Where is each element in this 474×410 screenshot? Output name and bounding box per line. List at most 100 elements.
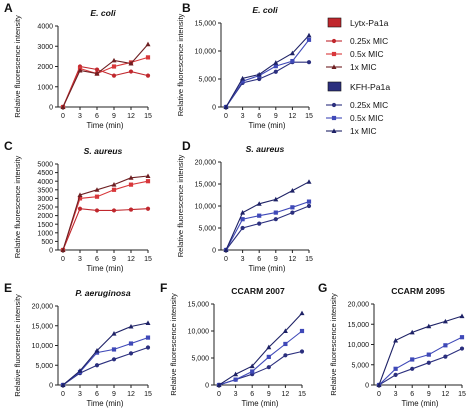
- legend-title: KFH-Pa1a: [350, 82, 390, 92]
- data-point: [290, 58, 295, 64]
- axis-lines: [213, 304, 302, 386]
- series-line: [62, 175, 149, 251]
- data-point: [256, 71, 262, 77]
- y-axis-label: Relative fluorescence intensity: [176, 14, 185, 117]
- series-3: [60, 320, 151, 387]
- data-point: [273, 69, 278, 74]
- y-tick-label: 15,000: [348, 322, 370, 329]
- x-tick-label: 6: [257, 113, 261, 120]
- x-tick-label: 12: [442, 391, 450, 398]
- y-tick-label: 2000: [37, 64, 53, 71]
- data-point: [299, 328, 305, 334]
- series-line: [218, 330, 303, 386]
- y-tick-label: 0: [49, 383, 53, 390]
- x-tick-label: 15: [144, 256, 152, 263]
- y-tick-label: 15,000: [195, 182, 217, 189]
- x-tick-label: 3: [394, 391, 398, 398]
- x-tick-label: 6: [95, 391, 99, 398]
- data-point: [306, 60, 312, 65]
- x-tick-label: 15: [298, 391, 306, 398]
- y-tick-label: 10,000: [348, 342, 370, 349]
- series-2: [223, 37, 312, 110]
- panel-title: CCARM 2095: [391, 286, 445, 296]
- data-point: [128, 341, 134, 346]
- data-point: [233, 377, 238, 382]
- data-point: [94, 208, 100, 213]
- x-tick-label: 9: [112, 391, 116, 398]
- series-line: [62, 65, 149, 108]
- data-point: [111, 73, 117, 78]
- axis-lines: [57, 306, 148, 386]
- data-point: [223, 247, 229, 252]
- data-point: [250, 369, 255, 374]
- data-point: [257, 221, 262, 226]
- x-axis-label: Time (min): [242, 399, 279, 408]
- panel-letter: B: [182, 1, 191, 15]
- x-tick-label: 3: [234, 391, 238, 398]
- data-point: [128, 351, 134, 356]
- panel-a: A E. coli 0 1000 2000 3000 4000 0 3 6 9 12 15 Time (m…: [4, 1, 152, 130]
- y-tick-label: 10,000: [195, 204, 217, 211]
- data-point: [426, 323, 432, 329]
- x-tick-label: 6: [95, 113, 99, 120]
- panel-letter: E: [4, 281, 12, 295]
- series-line: [225, 34, 310, 108]
- series-line: [62, 346, 149, 386]
- series-line: [225, 39, 310, 108]
- y-tick-label: 0: [212, 248, 216, 255]
- legend-lytx: Lytx-Pa1a 0.25x MIC 0.5x MIC 1x MIC: [326, 17, 389, 72]
- x-tick-label: 6: [257, 256, 261, 263]
- panel-e: E P. aeruginosa 0 5,000 10,000 15,000 20,000 0 3…: [4, 281, 152, 408]
- y-tick-label: 2500: [37, 205, 53, 212]
- data-point: [94, 348, 100, 353]
- x-tick-label: 15: [458, 391, 466, 398]
- data-point: [223, 104, 229, 109]
- x-tick-label: 9: [427, 391, 431, 398]
- data-point: [273, 210, 278, 215]
- panel-title: P. aeruginosa: [75, 288, 130, 298]
- y-axis-label: Relative fluorescence intensity: [169, 293, 178, 396]
- y-tick-label: 2000: [37, 213, 53, 220]
- legend-marker: [331, 64, 337, 69]
- data-point: [410, 366, 415, 371]
- data-point: [257, 213, 262, 218]
- y-tick-label: 4000: [37, 179, 53, 186]
- panel-title: E. coli: [252, 5, 278, 15]
- data-point: [128, 69, 134, 74]
- panel-d: D S. aureus 0 5,000 10,000 15,000 20,000 0 3 6 9 12…: [176, 139, 313, 273]
- data-point: [128, 207, 134, 212]
- x-tick-label: 9: [112, 113, 116, 120]
- x-tick-label: 0: [377, 391, 381, 398]
- data-point: [266, 344, 272, 350]
- y-axis-label: Relative fluorescence intensity: [13, 15, 22, 118]
- x-tick-label: 12: [282, 391, 290, 398]
- series-line: [225, 201, 310, 251]
- data-point: [376, 382, 382, 387]
- y-tick-label: 4500: [37, 170, 53, 177]
- data-point: [111, 64, 117, 69]
- data-point: [299, 349, 305, 354]
- data-point: [409, 329, 415, 335]
- x-tick-label: 3: [78, 391, 82, 398]
- legend-entry-label: 1x MIC: [350, 126, 377, 136]
- data-point: [283, 341, 288, 347]
- x-tick-label: 12: [127, 113, 135, 120]
- data-point: [145, 173, 151, 179]
- series-line: [218, 312, 303, 386]
- legend-entry-label: 0.25x MIC: [350, 36, 388, 46]
- data-point: [273, 64, 278, 69]
- data-point: [60, 247, 66, 252]
- y-axis-label: Relative fluorescence intensity: [329, 293, 338, 396]
- panel-title: CCARM 2007: [231, 286, 285, 296]
- data-point: [145, 335, 151, 340]
- panel-letter: D: [182, 139, 191, 153]
- axis-lines: [373, 304, 462, 386]
- data-point: [145, 320, 151, 325]
- data-point: [94, 187, 100, 192]
- data-point: [128, 175, 134, 180]
- y-axis-label: Relative fluorescence intensity: [13, 294, 22, 397]
- x-tick-label: 3: [78, 113, 82, 120]
- x-tick-label: 12: [127, 256, 135, 263]
- y-tick-label: 500: [41, 239, 53, 246]
- data-point: [393, 337, 399, 343]
